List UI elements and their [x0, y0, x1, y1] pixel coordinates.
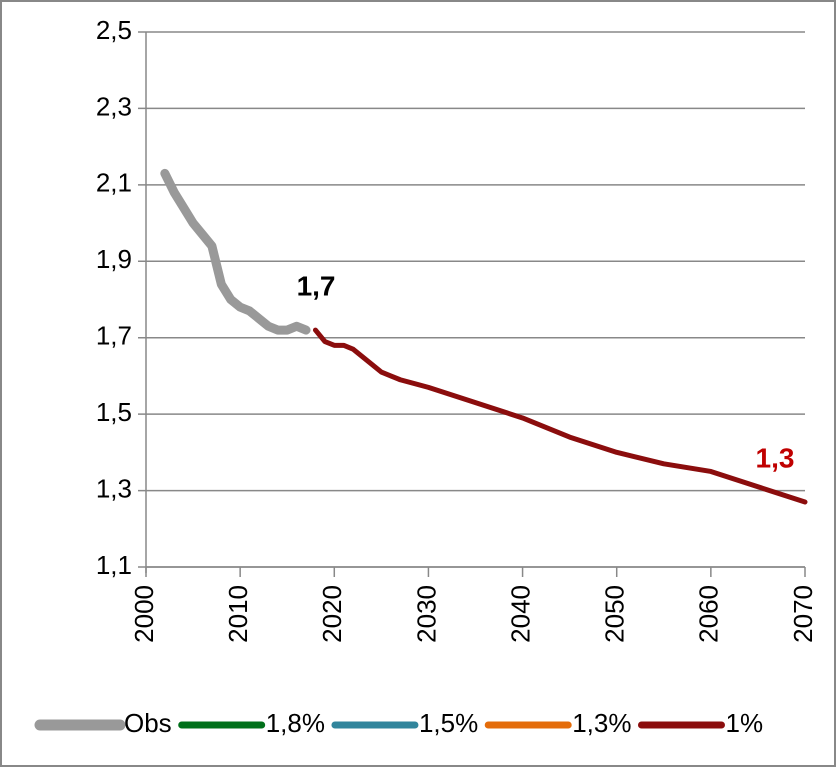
- legend-label: Obs: [124, 708, 172, 738]
- x-tick-label: 2040: [505, 585, 535, 643]
- x-tick-label: 2000: [129, 585, 159, 643]
- y-tick-label: 1,7: [96, 321, 132, 351]
- series-line: [312, 327, 808, 505]
- x-tick-label: 2020: [317, 585, 347, 643]
- x-tick-label: 2030: [411, 585, 441, 643]
- y-tick-label: 1,1: [96, 550, 132, 580]
- x-tick-label: 2060: [694, 585, 724, 643]
- y-tick-label: 2,1: [96, 168, 132, 198]
- y-tick-label: 1,3: [96, 473, 132, 503]
- legend-label: 1,3%: [572, 708, 631, 738]
- y-tick-label: 1,5: [96, 397, 132, 427]
- y-tick-label: 2,5: [96, 15, 132, 45]
- y-tick-label: 2,3: [96, 91, 132, 121]
- legend-label: 1,5%: [419, 708, 478, 738]
- legend-label: 1,8%: [266, 708, 325, 738]
- y-tick-label: 1,9: [96, 244, 132, 274]
- x-tick-label: 2070: [788, 585, 818, 643]
- series-line: [160, 168, 311, 335]
- x-tick-label: 2010: [223, 585, 253, 643]
- x-tick-label: 2050: [600, 585, 630, 643]
- annotation: 1,3: [756, 442, 795, 473]
- legend-label: 1%: [725, 708, 763, 738]
- annotation: 1,7: [297, 270, 336, 301]
